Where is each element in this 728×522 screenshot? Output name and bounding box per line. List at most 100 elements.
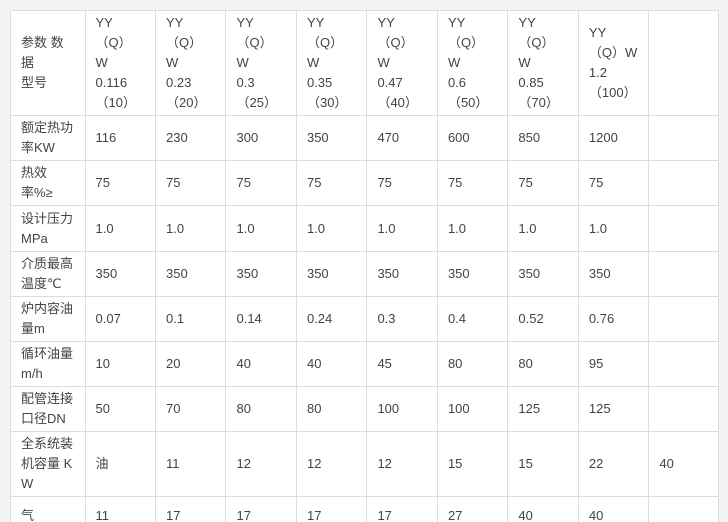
table-cell: 10 <box>84 341 157 387</box>
row-header: 气 <box>10 496 86 522</box>
row-header: 额定热功 率KW <box>10 115 86 161</box>
table-cell: 0.14 <box>225 296 297 342</box>
table-cell: 1.0 <box>225 205 297 252</box>
table-cell: 116 <box>84 115 157 161</box>
table-cell: 100 <box>436 386 509 432</box>
table-cell: 95 <box>577 341 650 387</box>
table-cell: 350 <box>577 251 650 297</box>
table-cell: 300 <box>225 115 297 161</box>
table-cell <box>648 160 719 206</box>
table-cell <box>648 386 719 432</box>
table-row: 全系统装 机容量 K W 油 11 12 12 12 15 15 22 40 <box>10 431 719 497</box>
table-cell: 40 <box>577 496 650 522</box>
table-row: 循环油量 m/h 10 20 40 40 45 80 80 95 <box>10 341 719 387</box>
table-cell: 75 <box>84 160 157 206</box>
table-cell: 12 <box>366 431 438 497</box>
table-cell: 15 <box>436 431 509 497</box>
table-cell: 75 <box>366 160 438 206</box>
table-cell <box>648 296 719 342</box>
column-header <box>648 10 719 116</box>
table-cell: 0.76 <box>577 296 650 342</box>
table-cell: 75 <box>295 160 368 206</box>
table-row: 热效率%≥ 75 75 75 75 75 75 75 75 <box>10 160 719 206</box>
table-cell: 75 <box>225 160 297 206</box>
table-cell: 470 <box>366 115 438 161</box>
table-cell: 17 <box>366 496 438 522</box>
table-cell: 40 <box>295 341 368 387</box>
table-cell: 0.07 <box>84 296 157 342</box>
column-header: YY（Q） W 0.3 （25） <box>225 10 297 116</box>
table-cell: 1.0 <box>84 205 157 252</box>
table-cell: 850 <box>507 115 579 161</box>
table-cell: 80 <box>225 386 297 432</box>
table-cell: 75 <box>507 160 579 206</box>
table-cell: 1.0 <box>295 205 368 252</box>
table-cell: 40 <box>225 341 297 387</box>
table-cell <box>648 251 719 297</box>
table-cell: 0.24 <box>295 296 368 342</box>
table-row: 配管连接 口径DN 50 70 80 80 100 100 125 125 <box>10 386 719 432</box>
table-body: 额定热功 率KW 116 230 300 350 470 600 850 1200 热效率%≥ 75… <box>10 115 719 522</box>
table-cell: 15 <box>507 431 579 497</box>
row-header: 全系统装 机容量 K W <box>10 431 86 497</box>
table-cell: 22 <box>577 431 650 497</box>
table-cell: 100 <box>366 386 438 432</box>
table-cell: 230 <box>154 115 227 161</box>
table-cell: 11 <box>84 496 157 522</box>
table-cell: 45 <box>366 341 438 387</box>
row-header: 炉内容油 量m <box>10 296 86 342</box>
table-cell: 125 <box>507 386 579 432</box>
table-cell: 1.0 <box>436 205 509 252</box>
table-cell: 11 <box>154 431 227 497</box>
row-header: 介质最高 温度℃ <box>10 251 86 297</box>
table-row: 炉内容油 量m 0.07 0.1 0.14 0.24 0.3 0.4 0.52 0.76 <box>10 296 719 342</box>
table-cell <box>648 341 719 387</box>
table-cell <box>648 205 719 252</box>
table-cell: 350 <box>436 251 509 297</box>
table-cell: 70 <box>154 386 227 432</box>
table-cell: 1.0 <box>366 205 438 252</box>
table-cell: 27 <box>436 496 509 522</box>
table-cell: 40 <box>507 496 579 522</box>
table-cell: 80 <box>436 341 509 387</box>
table-cell: 40 <box>648 431 719 497</box>
table-cell: 17 <box>295 496 368 522</box>
table-cell: 50 <box>84 386 157 432</box>
table-cell: 80 <box>507 341 579 387</box>
table-row: 气 11 17 17 17 17 27 40 40 <box>10 496 719 522</box>
table-cell: 17 <box>225 496 297 522</box>
row-header: 循环油量 m/h <box>10 341 86 387</box>
table-cell: 12 <box>295 431 368 497</box>
table-cell: 350 <box>295 251 368 297</box>
table-cell: 350 <box>507 251 579 297</box>
table-row: 额定热功 率KW 116 230 300 350 470 600 850 1200 <box>10 115 719 161</box>
table-cell: 0.1 <box>154 296 227 342</box>
column-header: YY（Q） W 0.116 （10） <box>84 10 157 116</box>
table-cell: 75 <box>154 160 227 206</box>
table-cell: 600 <box>436 115 509 161</box>
header-row: 参数 数据 型号 YY（Q） W 0.116 （10） YY（Q） W 0.23 （… <box>10 10 719 116</box>
column-header: YY（Q） W 0.6 （50） <box>436 10 509 116</box>
table-cell: 20 <box>154 341 227 387</box>
table-cell: 1.0 <box>577 205 650 252</box>
table-cell: 75 <box>436 160 509 206</box>
table-cell: 12 <box>225 431 297 497</box>
row-header: 热效率%≥ <box>10 160 86 206</box>
column-header: YY （Q）W 1.2 （100） <box>577 10 650 116</box>
table-cell: 17 <box>154 496 227 522</box>
table-cell: 75 <box>577 160 650 206</box>
table-cell: 350 <box>225 251 297 297</box>
table-cell <box>648 115 719 161</box>
table-cell: 0.4 <box>436 296 509 342</box>
table-cell: 125 <box>577 386 650 432</box>
table-cell: 350 <box>84 251 157 297</box>
column-header: YY（Q） W 0.47 （40） <box>366 10 438 116</box>
table-cell: 80 <box>295 386 368 432</box>
table-cell: 0.3 <box>366 296 438 342</box>
row-header: 设计压力 MPa <box>10 205 86 252</box>
table-cell: 1.0 <box>507 205 579 252</box>
table-corner-header: 参数 数据 型号 <box>10 10 86 116</box>
table-cell: 350 <box>154 251 227 297</box>
table-cell: 油 <box>84 431 157 497</box>
